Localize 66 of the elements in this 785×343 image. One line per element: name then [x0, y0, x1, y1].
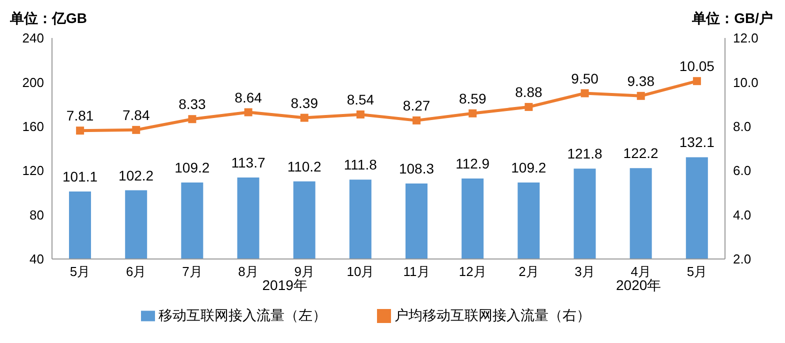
data-label: 109.2	[174, 160, 210, 176]
x-tick-label: 5月	[70, 264, 90, 280]
data-label: 8.27	[402, 97, 430, 114]
y2-tick-label: 4.0	[733, 207, 752, 222]
point	[76, 126, 84, 135]
x-tick-label: 10月	[346, 264, 374, 280]
x-tick-label: 11月	[403, 264, 430, 280]
x-tick-label: 4月	[630, 264, 651, 280]
y-tick-label: 40	[30, 252, 44, 267]
x-tick-label: 8月	[238, 264, 258, 280]
point	[580, 89, 589, 98]
data-label: 121.8	[567, 146, 602, 162]
point	[356, 110, 364, 118]
x-tick-label: 7月	[182, 264, 202, 280]
data-label: 101.1	[62, 168, 98, 184]
data-label: 108.3	[398, 160, 434, 177]
point	[300, 114, 308, 122]
data-label: 132.1	[679, 134, 715, 150]
data-label: 102.2	[118, 167, 154, 184]
point	[636, 92, 645, 100]
y-tick-label: 160	[22, 119, 44, 134]
x-tick-label: 9月	[294, 264, 314, 280]
data-label: 8.88	[515, 84, 543, 100]
data-label: 112.9	[456, 155, 490, 172]
legend-label: 移动互联网接入流量（左）	[158, 307, 326, 323]
point	[412, 116, 421, 124]
data-label: 8.54	[346, 91, 374, 108]
x-tick-label: 6月	[126, 264, 146, 280]
text: 2019年	[262, 277, 308, 295]
data-label: 8.64	[234, 89, 262, 106]
y-tick-label: 120	[22, 163, 44, 178]
y2-tick-label: 2.0	[733, 252, 752, 267]
point	[468, 109, 477, 118]
y2-tick-label: 10.0	[733, 74, 758, 90]
x-tick-label: 5月	[686, 264, 708, 280]
point	[692, 77, 701, 86]
data-label: 8.33	[178, 96, 206, 112]
y-axis-title: 单位：亿GB	[10, 10, 87, 28]
x-tick-label: 3月	[574, 264, 595, 280]
y2-axis-title: 单位：GB/户	[692, 10, 773, 28]
data-label: 8.39	[290, 94, 318, 111]
data-label: 122.2	[623, 145, 659, 162]
y-tick-label: 80	[30, 207, 44, 222]
data-label: 9.38	[627, 72, 655, 89]
x-tick-label: 2月	[518, 264, 539, 280]
data-label: 110.2	[287, 158, 322, 174]
y2-tick-label: 12.0	[733, 30, 758, 46]
point	[188, 115, 196, 124]
data-label: 7.84	[122, 106, 150, 123]
y-tick-label: 200	[22, 74, 44, 90]
data-label: 10.05	[679, 58, 715, 74]
point	[132, 126, 140, 134]
y-tick-label: 240	[22, 30, 44, 46]
data-label: 111.8	[344, 156, 378, 173]
point	[244, 108, 252, 116]
x-tick-label: 12月	[458, 264, 486, 280]
data-label: 7.81	[66, 108, 94, 124]
y2-tick-label: 6.0	[733, 163, 752, 178]
data-label: 109.2	[511, 160, 546, 176]
point	[524, 102, 533, 111]
legend-label: 户均移动互联网接入流量（右）	[394, 307, 590, 323]
y2-tick-label: 8.0	[733, 119, 752, 134]
data-label: 9.50	[571, 70, 599, 86]
data-label: 113.7	[231, 154, 266, 171]
data-label: 8.59	[459, 90, 486, 106]
text: 2020年	[616, 277, 662, 295]
